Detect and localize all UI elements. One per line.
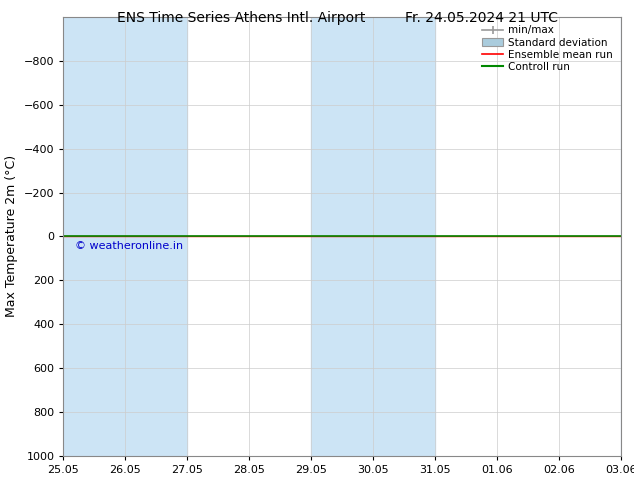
Text: Fr. 24.05.2024 21 UTC: Fr. 24.05.2024 21 UTC bbox=[405, 11, 559, 25]
Text: ENS Time Series Athens Intl. Airport: ENS Time Series Athens Intl. Airport bbox=[117, 11, 365, 25]
Bar bbox=[63, 17, 188, 456]
Legend: min/max, Standard deviation, Ensemble mean run, Controll run: min/max, Standard deviation, Ensemble me… bbox=[479, 23, 616, 75]
Bar bbox=[621, 17, 634, 456]
Text: © weatheronline.in: © weatheronline.in bbox=[75, 241, 183, 251]
Bar bbox=[311, 17, 436, 456]
Y-axis label: Max Temperature 2m (°C): Max Temperature 2m (°C) bbox=[5, 155, 18, 318]
